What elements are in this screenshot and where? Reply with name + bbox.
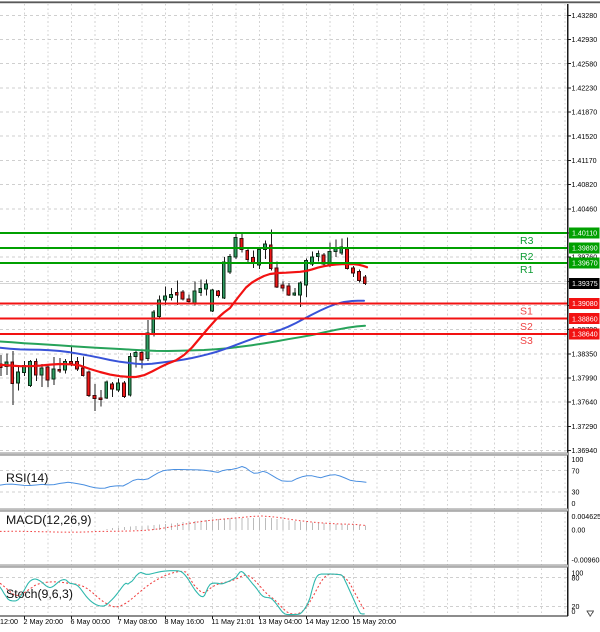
svg-text:1.40820: 1.40820: [572, 181, 598, 189]
svg-text:R3: R3: [520, 235, 534, 247]
svg-text:1.41520: 1.41520: [572, 133, 598, 141]
svg-text:RSI(14): RSI(14): [6, 471, 48, 485]
svg-text:1.36940: 1.36940: [572, 447, 598, 455]
svg-text:1.38860: 1.38860: [572, 315, 598, 323]
svg-text:MACD(12,26,9): MACD(12,26,9): [6, 513, 91, 527]
svg-text:100: 100: [572, 569, 584, 577]
svg-text:1.41870: 1.41870: [572, 109, 598, 117]
svg-text:S2: S2: [520, 321, 533, 333]
svg-text:0.004625: 0.004625: [572, 513, 600, 521]
svg-text:0: 0: [572, 608, 576, 616]
svg-text:S1: S1: [520, 305, 533, 317]
svg-text:11 May 21:01: 11 May 21:01: [212, 617, 255, 626]
svg-text:1.38350: 1.38350: [572, 350, 598, 358]
svg-text:0: 0: [572, 500, 576, 508]
svg-text:R1: R1: [520, 264, 534, 276]
svg-text:8 May 16:00: 8 May 16:00: [165, 617, 205, 626]
svg-text:R2: R2: [520, 251, 534, 263]
svg-text:12:00: 12:00: [0, 617, 18, 626]
svg-text:1.41170: 1.41170: [572, 157, 597, 165]
svg-text:1.42930: 1.42930: [572, 36, 598, 44]
svg-text:1.37990: 1.37990: [572, 375, 598, 383]
svg-text:1.42580: 1.42580: [572, 60, 598, 68]
svg-text:1.37640: 1.37640: [572, 399, 598, 407]
svg-text:0.00: 0.00: [572, 527, 586, 535]
svg-text:1.38640: 1.38640: [572, 330, 598, 338]
svg-text:1.39375: 1.39375: [572, 280, 598, 288]
svg-text:15 May 20:00: 15 May 20:00: [353, 617, 397, 626]
svg-text:70: 70: [572, 467, 580, 475]
svg-text:-0.009608: -0.009608: [572, 557, 600, 565]
svg-text:1.39670: 1.39670: [572, 260, 598, 268]
svg-text:20: 20: [572, 603, 580, 611]
svg-text:1.39080: 1.39080: [572, 300, 598, 308]
svg-text:1.40110: 1.40110: [572, 230, 597, 238]
svg-text:1.39890: 1.39890: [572, 245, 598, 253]
svg-text:6 May 00:00: 6 May 00:00: [71, 617, 111, 626]
svg-text:2 May 20:00: 2 May 20:00: [24, 617, 64, 626]
svg-text:80: 80: [572, 575, 580, 583]
svg-text:13 May 04:00: 13 May 04:00: [259, 617, 303, 626]
svg-text:7 May 08:00: 7 May 08:00: [118, 617, 158, 626]
svg-text:1.43280: 1.43280: [572, 12, 598, 20]
svg-text:100: 100: [572, 456, 584, 464]
svg-text:1.42230: 1.42230: [572, 85, 598, 93]
svg-text:14 May 12:00: 14 May 12:00: [306, 617, 350, 626]
svg-text:1.37290: 1.37290: [572, 423, 598, 431]
svg-text:Stoch(9,6,3): Stoch(9,6,3): [6, 587, 73, 601]
svg-text:1.40460: 1.40460: [572, 205, 598, 213]
svg-text:30: 30: [572, 489, 580, 497]
svg-text:S3: S3: [520, 335, 533, 347]
